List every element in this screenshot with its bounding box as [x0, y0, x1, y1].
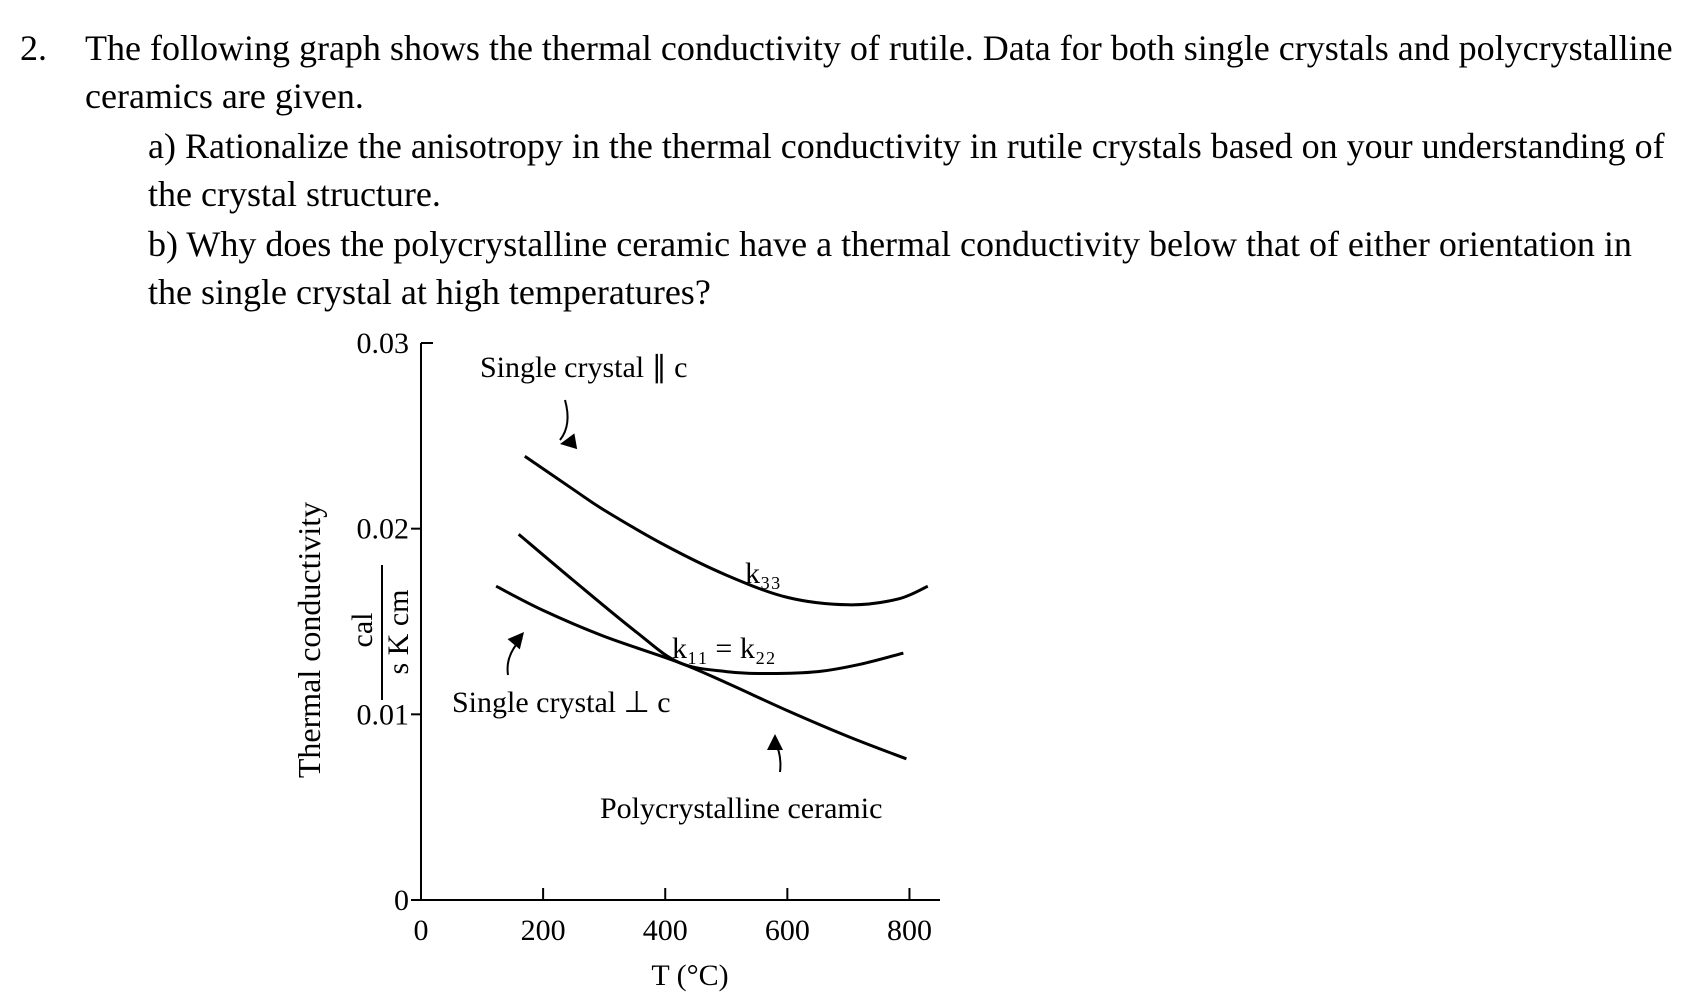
x-tick-label: 600	[765, 914, 810, 947]
y-tick-label: 0.02	[357, 513, 410, 546]
arrow-shaft	[559, 399, 569, 441]
y-tick-label: 0	[394, 884, 409, 917]
y-unit-numerator: cal	[346, 613, 379, 648]
annotation: Single crystal ∥ c	[480, 351, 687, 384]
question-part: a) Rationalize the anisotropy in the the…	[148, 126, 1665, 214]
annotation: k₃₃	[745, 557, 781, 590]
data-line	[517, 533, 904, 675]
question-number: 2.	[20, 28, 47, 68]
question-text: The following graph shows the thermal co…	[85, 28, 1673, 116]
arrow-head	[507, 632, 524, 650]
data-line	[523, 455, 929, 607]
y-unit-denominator: s K cm	[382, 590, 415, 675]
x-axis-label: T (°C)	[651, 959, 728, 992]
data-line	[495, 584, 907, 761]
arrow-head	[560, 433, 578, 450]
annotation: Single crystal ⊥ c	[452, 686, 671, 719]
x-tick-label: 800	[887, 914, 932, 947]
annotation: Polycrystalline ceramic	[600, 792, 882, 825]
y-tick-label: 0.01	[357, 698, 410, 731]
x-tick-label: 400	[643, 914, 688, 947]
question-part: b) Why does the polycrystalline ceramic …	[148, 224, 1632, 312]
y-axis-label: Thermal conductivity	[291, 502, 327, 778]
x-tick-label: 0	[414, 914, 429, 947]
y-tick-label: 0.03	[357, 327, 410, 360]
arrow-head	[767, 734, 783, 750]
x-tick-label: 200	[521, 914, 566, 947]
annotation: k₁₁ = k₂₂	[672, 632, 776, 665]
